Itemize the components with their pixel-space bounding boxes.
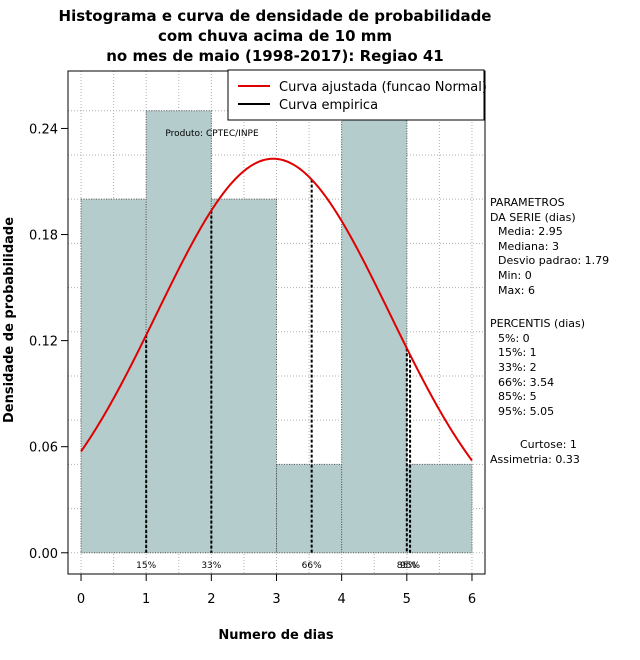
title-line-3: no mes de maio (1998-2017): Regiao 41 <box>106 47 444 65</box>
params-title-2: DA SERIE (dias) <box>490 210 576 224</box>
y-tick-label-2: 0.12 <box>29 335 58 350</box>
histogram-bar-4 <box>341 110 408 554</box>
histogram-bar-3 <box>276 463 343 554</box>
stat-desvio: Desvio padrao: 1.79 <box>498 254 610 268</box>
params-title-1: PARAMETROS <box>490 196 565 209</box>
pct-95: 95%: 5.05 <box>498 404 555 418</box>
histogram-bar-1 <box>145 110 212 554</box>
x-tick-label-2: 2 <box>207 592 215 607</box>
title-line-2: com chuva acima de 10 mm <box>158 27 392 45</box>
legend: Curva ajustada (funcao Normal) Curva emp… <box>227 69 487 121</box>
percentile-lines <box>145 179 412 553</box>
x-tick-label-4: 4 <box>338 592 346 607</box>
x-tick-label-0: 0 <box>77 592 85 607</box>
legend-label-empirical: Curva empirica <box>279 98 378 113</box>
histogram-bar-2 <box>210 198 277 554</box>
x-tick-label-1: 1 <box>142 592 150 607</box>
statistics-panel: PARAMETROS DA SERIE (dias) Media: 2.95 M… <box>490 196 635 468</box>
pct-5: 5%: 0 <box>498 331 530 345</box>
y-tick-label-1: 0.06 <box>29 441 58 456</box>
pct-33: 33%: 2 <box>498 360 537 374</box>
percentile-labels: 15% 33% 66% 85%95% <box>136 561 420 571</box>
y-tick-label-3: 0.18 <box>29 229 58 244</box>
stat-mediana: Mediana: 3 <box>498 239 559 253</box>
pct-66: 66%: 3.54 <box>498 375 555 389</box>
histogram-bar-5 <box>406 463 473 554</box>
y-tick-label-0: 0.00 <box>29 547 58 562</box>
percentis-title: PERCENTIS (dias) <box>490 317 586 331</box>
chart-title: Histograma e curva de densidade de proba… <box>59 7 492 65</box>
stat-min: Min: 0 <box>498 268 532 282</box>
y-axis-label: Densidade de probabilidade <box>2 217 17 423</box>
x-axis-label: Numero de dias <box>218 628 334 643</box>
percentile-label-0: 15% <box>136 561 156 571</box>
histogram-bars <box>80 110 473 554</box>
pct-85: 85%: 5 <box>498 390 537 404</box>
y-tick-label-4: 0.24 <box>29 122 58 137</box>
percentile-label-4: 95% <box>400 561 420 571</box>
stat-assimetria: Assimetria: 0.33 <box>490 452 580 466</box>
stat-curtose: Curtose: 1 <box>520 438 577 452</box>
percentile-label-1: 33% <box>201 561 221 571</box>
y-axis: 0.00 0.06 0.12 0.18 0.24 <box>29 122 69 562</box>
percentile-label-2: 66% <box>302 561 322 571</box>
percentile-label-3: 85% <box>397 561 417 571</box>
x-tick-label-6: 6 <box>468 592 476 607</box>
normal-curve <box>80 157 473 462</box>
pct-15: 15%: 1 <box>498 346 537 360</box>
legend-box <box>227 69 485 121</box>
histogram-bar-0 <box>80 198 147 554</box>
title-line-1: Histograma e curva de densidade de proba… <box>59 7 492 25</box>
credit-label: Produto: CPTEC/INPE <box>165 129 259 139</box>
x-tick-label-5: 5 <box>403 592 411 607</box>
stat-media: Media: 2.95 <box>498 225 563 239</box>
x-axis: 0 1 2 3 4 5 6 <box>77 573 476 607</box>
legend-label-normal: Curva ajustada (funcao Normal) <box>279 80 487 95</box>
x-tick-label-3: 3 <box>272 592 280 607</box>
stat-max: Max: 6 <box>498 283 535 297</box>
